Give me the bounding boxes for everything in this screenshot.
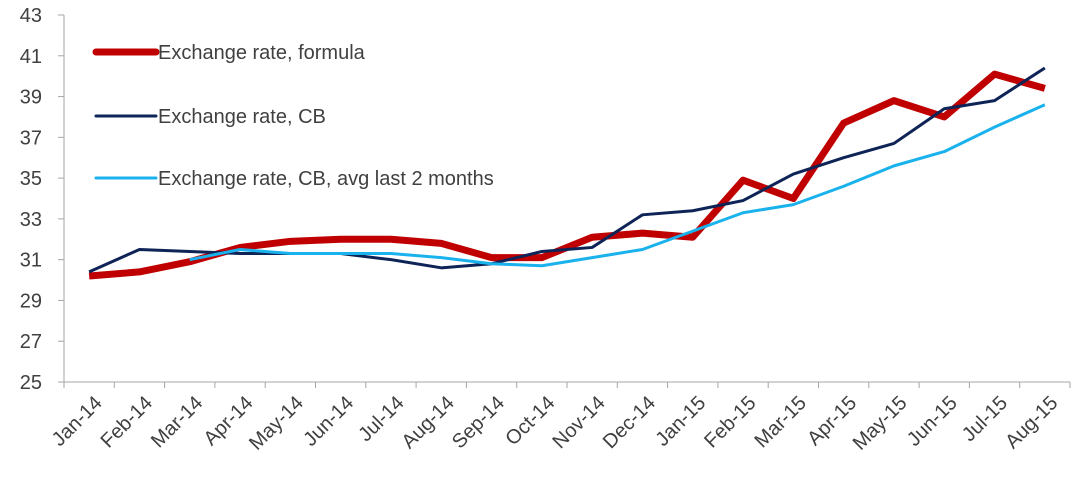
series-line (88, 70, 1046, 280)
x-tick-label: May-14 (245, 392, 308, 455)
x-tick-label: Mar-14 (147, 392, 207, 452)
legend-label: Exchange rate, CB, avg last 2 months (158, 168, 494, 190)
x-tick-label: Mar-15 (751, 392, 811, 452)
x-tick-label: Aug-14 (398, 392, 459, 453)
x-tick-label: Aug-15 (1001, 392, 1062, 453)
x-tick-label: Feb-15 (700, 392, 760, 452)
series-line (189, 103, 1046, 268)
x-tick-label: Nov-14 (549, 392, 610, 453)
y-tick-label: 27 (20, 331, 42, 353)
x-tick-label: Jan-15 (651, 392, 710, 451)
y-tick-label: 43 (20, 5, 42, 27)
x-tick-label: Dec-14 (599, 392, 660, 453)
series-line (88, 66, 1046, 274)
y-tick-label: 33 (20, 209, 42, 231)
x-tick-label: Jan-14 (48, 392, 107, 451)
x-tick-label: May-15 (849, 392, 912, 455)
legend-label: Exchange rate, CB (158, 106, 326, 128)
y-tick-label: 39 (20, 87, 42, 109)
x-tick-label: Jun-14 (299, 392, 358, 451)
x-tick-label: Jun-15 (903, 392, 962, 451)
x-tick-label: Sep-14 (448, 392, 509, 453)
legend-label: Exchange rate, formula (158, 42, 366, 64)
y-tick-label: 31 (20, 250, 42, 272)
y-tick-label: 25 (20, 372, 42, 394)
y-tick-label: 41 (20, 46, 42, 68)
y-tick-label: 37 (20, 127, 42, 149)
y-tick-label: 35 (20, 168, 42, 190)
x-tick-label: Feb-14 (97, 392, 157, 452)
x-tick-label: Oct-14 (501, 392, 559, 450)
y-tick-label: 29 (20, 290, 42, 312)
